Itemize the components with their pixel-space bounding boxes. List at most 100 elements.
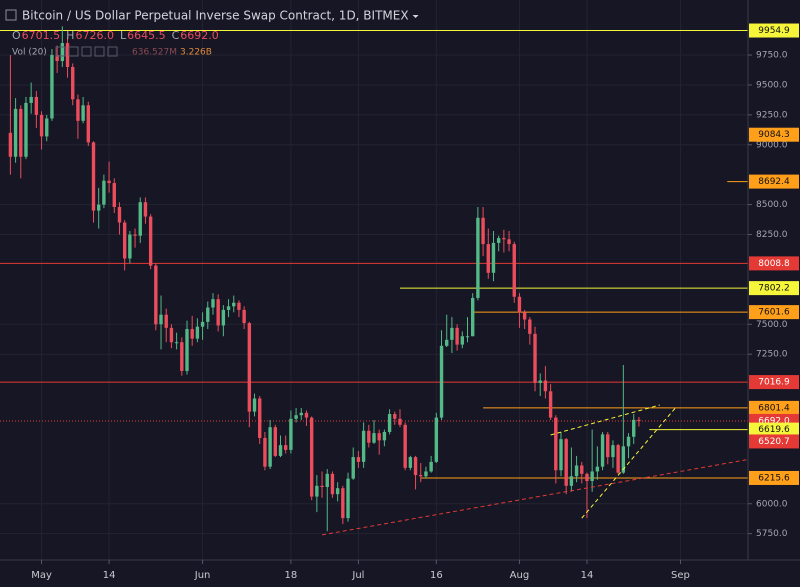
level-label-box	[749, 470, 799, 485]
candle-body	[169, 327, 174, 343]
candle-body	[242, 309, 246, 324]
indicator-icons[interactable]	[55, 46, 118, 57]
candle-body	[470, 297, 475, 337]
level-label: 9954.9	[758, 26, 790, 36]
candle-body	[346, 478, 350, 519]
candle-body	[258, 398, 262, 438]
level-label: 6619.6	[758, 425, 790, 435]
candle-body	[133, 234, 137, 236]
candle-body	[247, 323, 252, 412]
candle-body	[289, 418, 293, 450]
icon[interactable]	[68, 46, 79, 57]
candle-body	[273, 427, 278, 456]
candle-body	[637, 419, 641, 421]
candle-body	[398, 418, 402, 425]
icon[interactable]	[94, 46, 105, 57]
candle-body	[13, 108, 18, 157]
level-label: 9084.3	[758, 130, 790, 140]
level-label-box	[749, 375, 799, 390]
candle-body	[507, 239, 511, 245]
icon[interactable]	[81, 46, 92, 57]
candle-body	[559, 439, 563, 471]
candle-body	[154, 265, 158, 325]
candle-body	[522, 312, 527, 320]
candle-body	[320, 485, 324, 488]
candle-body	[34, 96, 39, 115]
candle-body	[268, 427, 272, 467]
candle-body	[595, 466, 600, 472]
ohlc-legend: O 6701.5 H 6726.0 L 6645.5 C 6692.0	[12, 29, 219, 42]
legend-label: L	[120, 29, 127, 42]
candle-body	[491, 242, 496, 273]
candle-body	[71, 67, 75, 100]
level-label: 7016.9	[758, 378, 790, 388]
trendline	[321, 458, 749, 536]
y-tick-label: 6000.0	[756, 499, 788, 509]
indicator-title: Vol (20)	[12, 48, 47, 58]
dropdown-caret[interactable]	[412, 15, 419, 18]
x-tick-label: Aug	[510, 570, 530, 581]
candle-body	[8, 132, 13, 157]
candle-body	[283, 445, 288, 450]
trendlines	[321, 404, 749, 536]
candle-body	[606, 434, 610, 458]
candle-body	[434, 417, 439, 462]
candle-body	[393, 414, 397, 419]
level-label-box	[749, 400, 799, 415]
level-label-box	[749, 127, 799, 142]
candle-body	[216, 299, 220, 326]
candle-body	[294, 415, 298, 419]
symbol-icon[interactable]	[5, 9, 17, 21]
candle-body	[86, 105, 91, 143]
x-tick-label: May	[31, 570, 52, 581]
candle-body	[309, 417, 314, 497]
axis: 9750.0 9500.0 9250.0 9000.0 8500.0 8250.0 7500…	[31, 23, 799, 581]
candle-body	[382, 431, 387, 441]
icon[interactable]	[107, 46, 118, 57]
candle-body	[304, 412, 309, 418]
candle-body	[45, 118, 49, 137]
candle-body	[164, 314, 168, 328]
candle-body	[481, 217, 485, 245]
y-tick-label: 8250.0	[756, 230, 788, 240]
candle-body	[564, 439, 568, 486]
icon[interactable]	[55, 46, 66, 57]
level-label-box	[749, 434, 799, 449]
x-tick-label: Jul	[351, 570, 364, 581]
candle-body	[621, 446, 626, 473]
x-tick-label: 18	[285, 570, 298, 581]
level-label: 6801.4	[758, 403, 790, 413]
indicator-value: 3.226B	[180, 48, 212, 58]
candle-body	[403, 424, 407, 468]
candle-body	[107, 180, 111, 184]
candle-body	[91, 142, 96, 211]
candle-body	[200, 321, 205, 327]
candle-body	[419, 475, 423, 477]
candle-body	[112, 183, 116, 208]
level-label: 8008.8	[758, 259, 790, 269]
indicator-value: 636.527M	[132, 48, 177, 58]
candle-body	[60, 43, 65, 62]
candle-body	[387, 414, 392, 432]
candle-body	[39, 114, 44, 137]
candle-body	[512, 244, 516, 297]
candle-body	[138, 202, 142, 236]
candle-body	[263, 437, 267, 467]
y-tick-label: 9500.0	[756, 80, 788, 90]
level-label: 8692.4	[758, 177, 790, 187]
candle-body	[465, 336, 470, 338]
candle-body	[29, 96, 33, 103]
candle-body	[195, 326, 200, 339]
level-label-box	[749, 256, 799, 271]
level-label: 7802.2	[758, 284, 790, 294]
candle-body	[55, 55, 59, 62]
legend-value: 6701.5	[22, 29, 61, 42]
candle-body	[517, 296, 522, 313]
candle-body	[117, 207, 122, 223]
candle-body	[476, 217, 480, 298]
legend-value: 6645.5	[127, 29, 166, 42]
chart-title[interactable]: Bitcoin / US Dollar Perpetual Inverse Sw…	[22, 9, 409, 23]
candle-body	[211, 299, 215, 308]
level-label-box	[749, 422, 799, 437]
legend-label: C	[172, 29, 180, 42]
